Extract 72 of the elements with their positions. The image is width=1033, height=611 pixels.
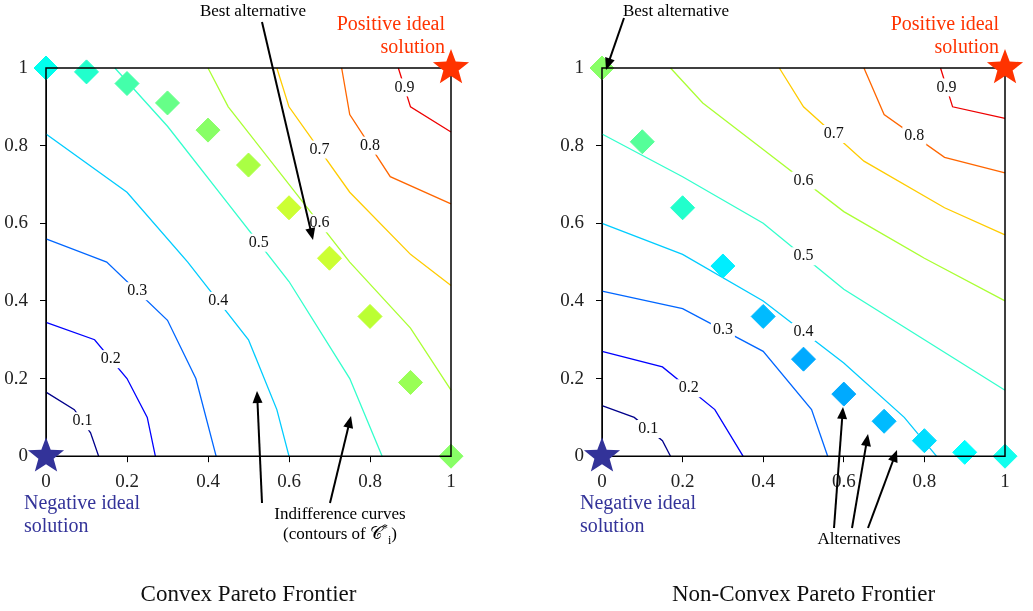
series-label: 0.6 [793,170,814,188]
point [831,381,857,407]
series-label: Negative ideal solution [580,491,697,537]
text: Alternatives [817,529,901,549]
point [952,439,978,465]
text: Convex Pareto Frontier [140,581,357,607]
point [195,117,221,143]
series-label: 0.3 [712,320,733,338]
point [629,129,655,155]
point [74,59,99,85]
series-label: 0.2 [678,378,699,396]
text: Non-Convex Pareto Frontier [671,581,936,607]
series-label: 0.4 [208,291,229,309]
point [357,303,383,329]
x-tick-label: 0.2 [670,469,695,491]
x-tick-label: 0.6 [277,469,301,491]
series-label: 0.6 [309,213,330,231]
x-tick-label: 0.4 [751,469,776,491]
x-tick-label: 0.8 [358,469,382,491]
point [750,303,776,329]
point [155,90,180,116]
x-tick-label: 0.2 [115,469,139,491]
x-tick-label: 1 [446,469,456,491]
point [398,369,423,395]
series-label: 0.7 [823,124,844,142]
point [317,245,342,271]
y-tick-label: 0.6 [4,211,28,233]
point [710,253,736,279]
y-tick-label: 0.8 [4,133,28,155]
y-tick-label: 0 [18,444,28,466]
series-label: 0.9 [936,77,957,95]
point [114,71,140,97]
point [236,152,261,178]
series-label: 0.5 [248,232,269,250]
point [911,428,937,454]
y-tick-label: 1 [18,55,28,77]
point [871,408,897,434]
y-tick-label: 0.6 [560,211,584,233]
y-tick-label: 0 [574,444,584,466]
series-label: Negative ideal solution [24,491,141,537]
x-tick-label: 1 [1000,469,1010,491]
series-label: Positive ideal solution [890,12,1000,58]
x-tick-label: 0 [41,469,51,491]
series-label: 0.3 [127,281,148,299]
text: Best alternative [199,1,307,21]
y-tick-label: 0.2 [560,366,584,388]
point [27,437,65,472]
point [583,437,621,472]
series-label: Positive ideal solution [336,12,446,58]
y-tick-label: 0.4 [560,288,585,310]
y-tick-label: 0.8 [560,133,584,155]
y-tick-label: 0.4 [4,288,29,310]
series-label: 0.1 [72,411,93,429]
x-tick-label: 0 [597,469,607,491]
text: Best alternative [622,1,730,21]
series-label: 0.1 [638,419,659,437]
y-tick-label: 1 [574,55,584,77]
series-label: 0.7 [309,139,330,157]
point [791,346,816,372]
series-label: 0.4 [793,322,814,340]
series-label: 0.9 [394,77,415,95]
point [438,443,464,469]
series-label: 0.2 [100,349,121,367]
series-label: 0.8 [904,126,925,144]
x-tick-label: 0.8 [912,469,937,491]
point [992,443,1018,469]
series-label: 0.8 [360,135,380,153]
point [670,195,696,221]
series-label: 0.5 [793,246,814,264]
point [276,195,302,221]
y-tick-label: 0.2 [4,366,28,388]
x-tick-label: 0.4 [196,469,221,491]
